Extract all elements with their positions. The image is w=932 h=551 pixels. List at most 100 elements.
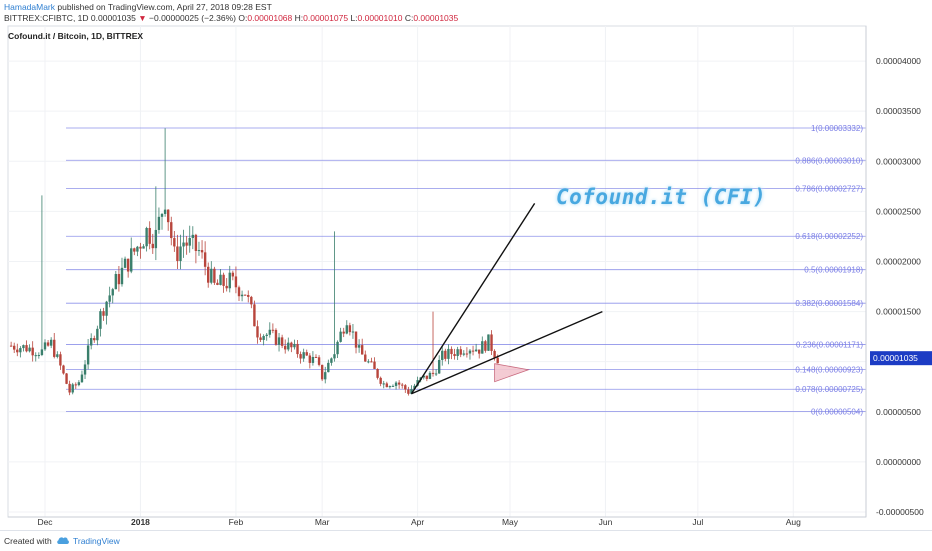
candle-body[interactable]	[194, 234, 198, 251]
candle-body[interactable]	[305, 352, 308, 356]
candle-body[interactable]	[222, 274, 225, 286]
candle-body[interactable]	[237, 287, 241, 297]
candle-body[interactable]	[105, 301, 108, 316]
candle-body[interactable]	[367, 361, 370, 363]
candle-body[interactable]	[46, 342, 50, 346]
candle-body[interactable]	[437, 359, 441, 374]
candle-body[interactable]	[339, 331, 342, 342]
candle-body[interactable]	[203, 252, 207, 267]
candle-body[interactable]	[290, 342, 293, 348]
candle-body[interactable]	[250, 296, 253, 305]
candle-body[interactable]	[145, 227, 148, 247]
candle-body[interactable]	[120, 267, 124, 285]
candle-body[interactable]	[478, 349, 481, 354]
candle-body[interactable]	[77, 382, 81, 386]
candle-body[interactable]	[493, 350, 496, 358]
candle-body[interactable]	[86, 345, 90, 365]
candle-body[interactable]	[434, 373, 438, 375]
candle-body[interactable]	[160, 213, 164, 217]
candle-body[interactable]	[68, 383, 71, 393]
candle-body[interactable]	[388, 386, 392, 388]
candle-body[interactable]	[262, 336, 265, 340]
candle-body[interactable]	[487, 334, 490, 351]
candle-body[interactable]	[280, 337, 284, 346]
candle-body[interactable]	[394, 382, 398, 386]
candle-body[interactable]	[404, 385, 407, 390]
candle-body[interactable]	[391, 385, 395, 387]
candle-body[interactable]	[102, 311, 105, 316]
candle-body[interactable]	[324, 372, 327, 380]
candle-body[interactable]	[422, 375, 425, 378]
candle-body[interactable]	[240, 294, 244, 297]
candle-body[interactable]	[80, 374, 84, 383]
candle-body[interactable]	[219, 274, 222, 285]
candle-body[interactable]	[210, 268, 213, 283]
candle-body[interactable]	[188, 237, 191, 246]
candle-body[interactable]	[179, 246, 182, 262]
candle-body[interactable]	[89, 338, 93, 346]
candle-body[interactable]	[56, 354, 59, 357]
candle-body[interactable]	[253, 304, 256, 327]
candle-body[interactable]	[148, 227, 151, 244]
candle-body[interactable]	[447, 348, 450, 359]
candle-body[interactable]	[191, 234, 195, 238]
candle-body[interactable]	[133, 248, 136, 252]
candle-body[interactable]	[373, 361, 376, 369]
candle-body[interactable]	[71, 384, 74, 393]
candle-body[interactable]	[182, 242, 185, 247]
candle-body[interactable]	[83, 364, 87, 375]
plot-area[interactable]	[7, 25, 867, 518]
candle-body[interactable]	[256, 326, 259, 338]
candle-body[interactable]	[357, 345, 361, 348]
candle-body[interactable]	[271, 329, 275, 331]
candle-body[interactable]	[163, 209, 167, 214]
candle-body[interactable]	[268, 329, 272, 335]
candle-body[interactable]	[108, 295, 111, 302]
candle-body[interactable]	[277, 337, 281, 345]
candle-body[interactable]	[444, 350, 447, 359]
candle-body[interactable]	[425, 375, 429, 379]
candle-body[interactable]	[471, 350, 475, 352]
candle-body[interactable]	[397, 382, 401, 385]
trendline[interactable]	[410, 202, 536, 395]
candle-body[interactable]	[345, 325, 348, 334]
tradingview-brand[interactable]: TradingView	[73, 536, 120, 546]
candle-body[interactable]	[481, 341, 484, 354]
candle-body[interactable]	[136, 246, 139, 252]
candle-body[interactable]	[247, 295, 250, 297]
candle-body[interactable]	[49, 339, 53, 346]
candle-body[interactable]	[117, 273, 121, 285]
candle-body[interactable]	[360, 345, 364, 355]
candle-body[interactable]	[231, 272, 235, 277]
author-link[interactable]: HamadaMark	[4, 2, 56, 12]
candle-body[interactable]	[22, 345, 25, 349]
candle-body[interactable]	[13, 345, 16, 350]
candle-body[interactable]	[40, 349, 44, 356]
candle-body[interactable]	[354, 331, 358, 348]
candle-body[interactable]	[62, 365, 65, 374]
candle-body[interactable]	[19, 348, 22, 353]
candle-body[interactable]	[320, 364, 324, 380]
candle-body[interactable]	[296, 343, 299, 355]
candle-body[interactable]	[59, 354, 62, 366]
candle-body[interactable]	[441, 350, 444, 360]
candle-body[interactable]	[213, 268, 216, 283]
candle-body[interactable]	[382, 383, 385, 385]
candle-body[interactable]	[243, 294, 247, 296]
candle-body[interactable]	[130, 248, 133, 272]
candle-body[interactable]	[151, 243, 154, 249]
candle-body[interactable]	[126, 258, 130, 272]
candle-body[interactable]	[327, 362, 330, 373]
candle-body[interactable]	[484, 341, 487, 351]
candle-body[interactable]	[453, 354, 456, 357]
candle-body[interactable]	[197, 250, 201, 252]
candle-body[interactable]	[99, 311, 102, 329]
candle-body[interactable]	[364, 354, 367, 362]
candle-body[interactable]	[123, 258, 127, 268]
candle-body[interactable]	[28, 347, 31, 352]
candle-body[interactable]	[379, 377, 382, 384]
candle-body[interactable]	[65, 373, 68, 384]
candle-body[interactable]	[336, 341, 339, 355]
candle-body[interactable]	[376, 368, 379, 378]
